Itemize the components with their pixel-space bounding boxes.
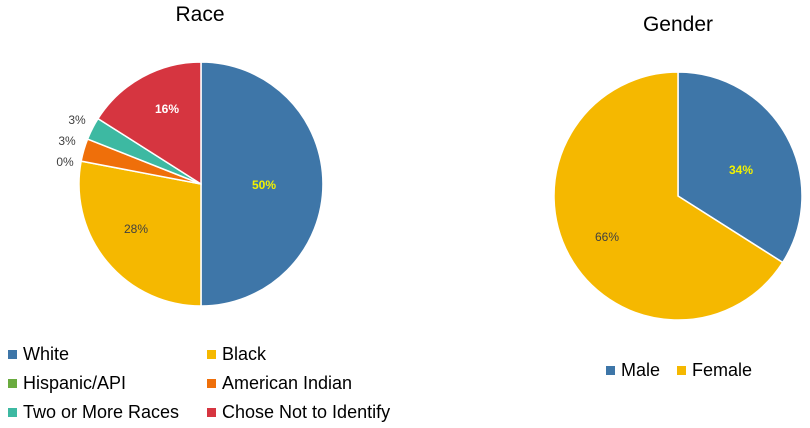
data-label-hispanic-api: 0% [56,155,74,169]
data-label-black: 28% [124,222,148,236]
legend-label-white: White [23,344,70,364]
pie-slice-female [553,71,784,321]
data-label-chose-not-to-identify: 16% [155,102,179,116]
data-label-female: 66% [595,230,619,244]
legend-item-chose-not-to-identify: Chose Not to Identify [207,402,390,423]
legend-item-male: Male [606,360,660,381]
gender-chart-title: Gender [642,13,714,36]
legend-swatch-male [606,366,615,375]
legend-item-two-or-more-races: Two or More Races [8,402,179,423]
legend-swatch-american-indian [207,379,216,388]
pie-slice-chose-not-to-identify [96,61,202,186]
legend-swatch-black [207,350,216,359]
legend-label-chose-not-to-identify: Chose Not to Identify [222,402,391,422]
legend-swatch-white [8,350,17,359]
data-label-male: 34% [729,163,753,177]
legend-label-two-or-more-races: Two or More Races [23,402,180,422]
legend-swatch-female [677,366,686,375]
legend-swatch-two-or-more-races [8,408,17,417]
data-label-american-indian: 3% [58,134,76,148]
legend-swatch-hispanic-api [8,379,17,388]
legend-label-female: Female [692,360,753,380]
data-label-white: 50% [252,178,276,192]
legend-label-black: Black [222,344,267,364]
data-label-two-or-more-races: 3% [68,113,86,127]
legend-item-white: White [8,344,69,365]
legend-item-black: Black [207,344,266,365]
legend-item-female: Female [677,360,752,381]
pie-slice-white [200,61,324,307]
legend-item-hispanic-api: Hispanic/API [8,373,126,394]
legend-label-male: Male [621,360,661,380]
pie-slice-black [78,160,202,307]
race-chart-title: Race [175,3,225,26]
legend-swatch-chose-not-to-identify [207,408,216,417]
legend-label-american-indian: American Indian [222,373,353,393]
legend-label-hispanic-api: Hispanic/API [23,373,127,393]
legend-item-american-indian: American Indian [207,373,352,394]
